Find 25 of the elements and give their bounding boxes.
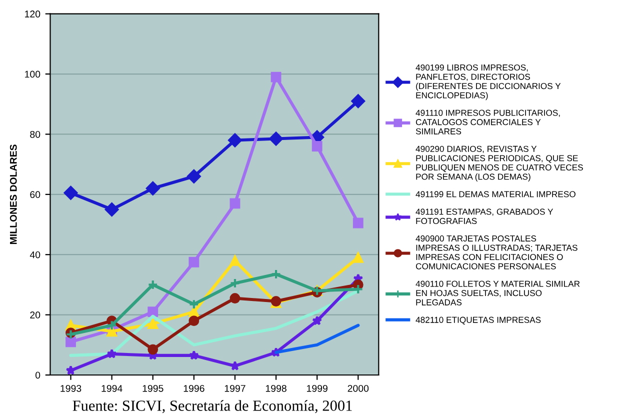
legend-label: 491191 ESTAMPAS, GRABADOS Y FOTOGRAFIAS	[416, 208, 554, 224]
y-axis-title: MILLONES DOLARES	[10, 144, 17, 244]
legend-label: 482110 ETIQUETAS IMPRESAS	[416, 316, 541, 324]
x-tick-label: 2000	[348, 384, 369, 392]
y-tick-label: 120	[25, 10, 40, 18]
legend-label: 490290 DIARIOS, REVISTAS Y PUBLICACIONES PERIODICAS, QUE SE PUBLIQUEN MENOS DE CUATRO VECES POR SEMANA (LOS DEMAS)	[416, 146, 583, 182]
legend-label: 490900 TARJETAS POSTALES IMPRESAS O ILLUSTRADAS; TARJETAS IMPRESAS CON FELICITACIONES O COMUNICACIONES PERSONALES	[416, 235, 578, 270]
x-tick-label: 1998	[266, 384, 286, 392]
legend-label: 490110 FOLLETOS Y MATERIAL SIMILAR EN HOJAS SUELTAS, INCLUSO PLEGADAS	[416, 280, 580, 306]
y-tick-label: 60	[30, 191, 40, 198]
y-tick-label: 0	[35, 372, 40, 379]
legend-label: 491199 EL DEMAS MATERIAL IMPRESO	[416, 191, 576, 198]
source-note: Fuente: SICVI, Secretaría de Economía, 2001	[72, 400, 352, 414]
y-tick-label: 20	[30, 312, 40, 318]
x-tick-label: 1999	[307, 384, 328, 392]
legend-label: 490199 LIBROS IMPRESOS, PANFLETOS, DIRECTORIOS (DIFERENTES DE DICCIONARIOS Y ENCICLOPEDIAS)	[416, 64, 561, 100]
legend-label: 491110 IMPRESOS PUBLICITARIOS, CATALOGOS COMERCIALES Y SIMILARES	[416, 110, 560, 134]
x-tick-label: 1997	[224, 384, 246, 392]
y-tick-label: 100	[25, 70, 40, 78]
y-tick-label: 40	[30, 251, 40, 258]
x-tick-label: 1993	[60, 384, 82, 392]
x-tick-label: 1995	[142, 384, 164, 392]
x-tick-label: 1994	[102, 384, 122, 392]
x-tick-label: 1996	[184, 384, 204, 392]
y-tick-label: 80	[30, 130, 40, 138]
